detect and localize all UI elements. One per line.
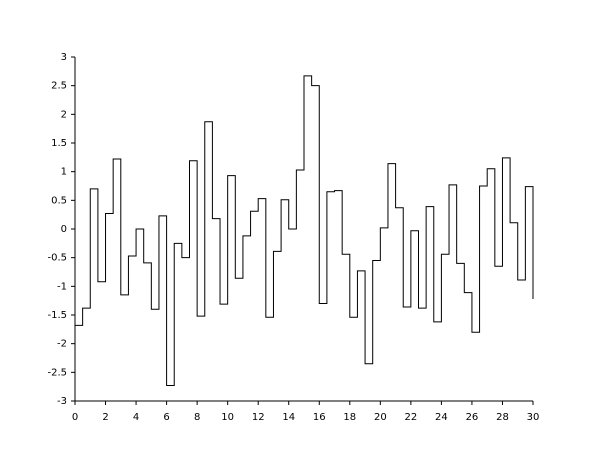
x-tick-label: 0	[72, 412, 78, 423]
x-tick-label: 30	[527, 412, 540, 423]
x-tick-label: 24	[435, 412, 448, 423]
x-tick-label: 8	[194, 412, 200, 423]
y-tick-label: 1	[61, 167, 67, 178]
y-tick-label: 2	[61, 109, 67, 120]
y-tick-label: 3	[61, 52, 67, 63]
x-tick-label: 28	[496, 412, 509, 423]
y-tick-label: -0.5	[47, 253, 67, 264]
y-tick-label: -2	[57, 339, 67, 350]
x-tick-label: 4	[133, 412, 139, 423]
y-tick-label: 2.5	[51, 81, 67, 92]
y-tick-label: -1	[57, 281, 67, 292]
y-tick-label: -3	[57, 396, 67, 407]
x-tick-label: 2	[102, 412, 108, 423]
x-tick-label: 6	[163, 412, 169, 423]
x-tick-label: 26	[466, 412, 479, 423]
y-tick-label: -2.5	[47, 367, 67, 378]
step-line	[75, 75, 534, 387]
x-tick-label: 16	[313, 412, 326, 423]
y-tick-label: 0	[61, 224, 67, 235]
x-tick-label: 10	[221, 412, 234, 423]
y-tick-label: 1.5	[51, 138, 67, 149]
x-tick-label: 20	[374, 412, 387, 423]
y-tick-label: -1.5	[47, 310, 67, 321]
x-tick-label: 18	[343, 412, 356, 423]
y-tick-label: 0.5	[51, 195, 67, 206]
x-tick-label: 12	[252, 412, 265, 423]
x-tick-label: 14	[282, 412, 295, 423]
x-tick-label: 22	[404, 412, 417, 423]
